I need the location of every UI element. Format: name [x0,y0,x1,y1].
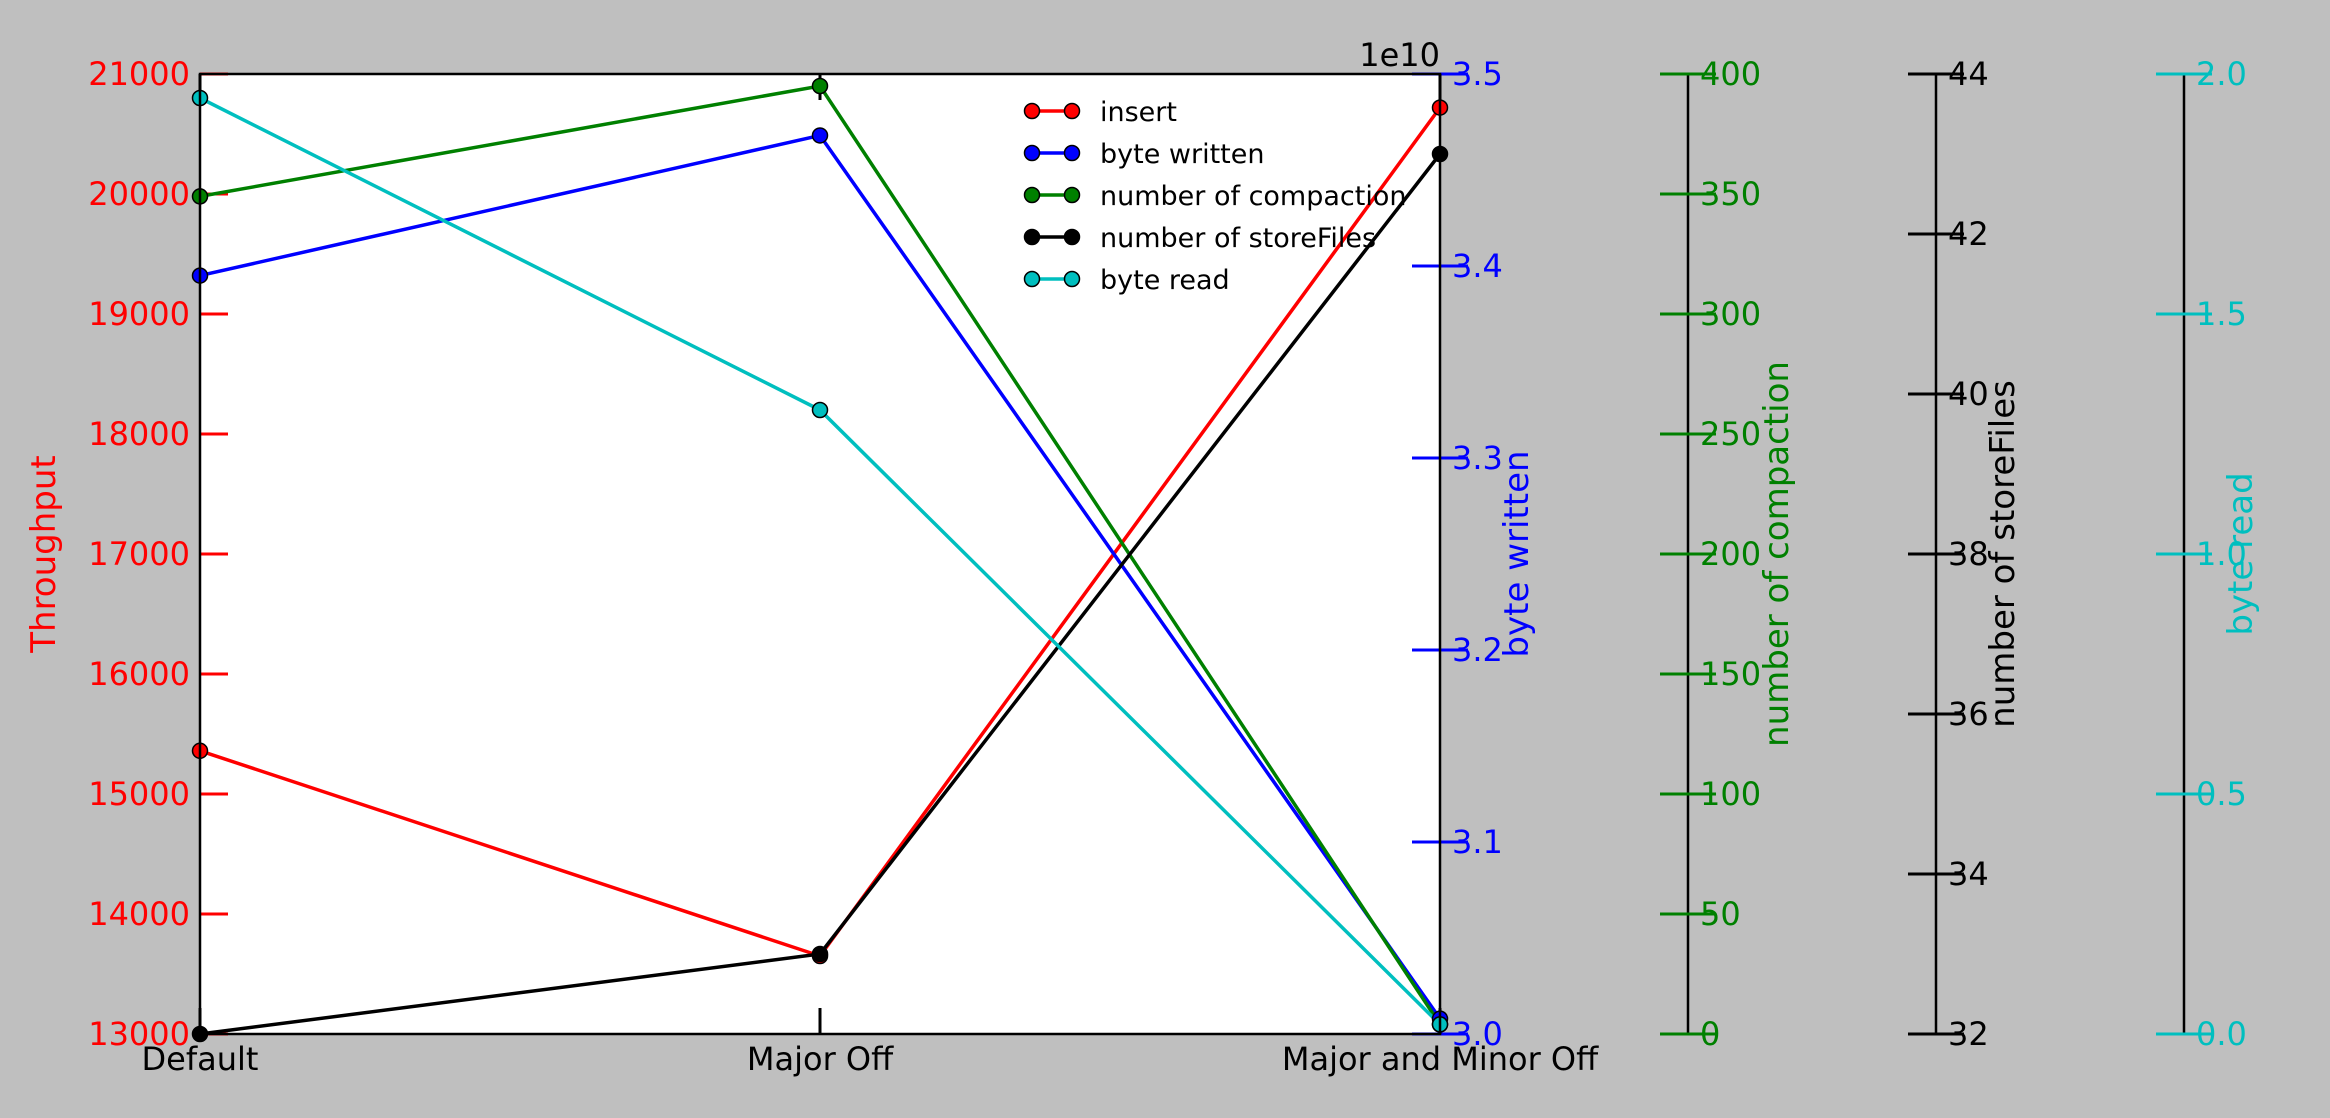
tick-label-compaction: 300 [1700,295,1761,333]
tick-label-throughput: 16000 [88,655,190,693]
tick-label-byte_read: 1.0 [2196,535,2247,573]
legend-label: byte read [1100,265,1230,296]
tick-label-byte_read: 0.5 [2196,775,2247,813]
category-labels: Default Major Off Major and Minor Off [142,1040,1600,1078]
legend-marker [1023,270,1041,288]
tick-label-byte_written: 3.2 [1452,631,1503,669]
legend-marker [1063,228,1081,246]
legend-marker [1023,102,1041,120]
tick-label-byte_written: 3.5 [1452,55,1503,93]
tick-label-compaction: 400 [1700,55,1761,93]
tick-label-compaction: 200 [1700,535,1761,573]
category-label: Major Off [747,1040,894,1078]
tick-label-throughput: 19000 [88,295,190,333]
axis-offset-label: 1e10 [1359,36,1440,74]
tick-label-compaction: 250 [1700,415,1761,453]
axis-title-byte_written: byte written [1497,450,1537,657]
legend-marker [1023,186,1041,204]
tick-label-compaction: 150 [1700,655,1761,693]
legend-label: insert [1100,97,1177,128]
tick-label-throughput: 18000 [88,415,190,453]
legend-marker [1063,144,1081,162]
data-point-byte_written [811,127,829,144]
tick-label-byte_read: 2.0 [2196,55,2247,93]
tick-label-byte_written: 3.1 [1452,823,1503,861]
data-point-storefiles [811,945,829,963]
category-label: Default [142,1040,259,1078]
tick-label-byte_written: 3.4 [1452,247,1503,285]
category-label: Major and Minor Off [1282,1040,1599,1078]
legend-marker [1063,270,1081,288]
axis-title-compaction: number of compaction [1757,361,1797,747]
tick-label-storefiles: 36 [1948,695,1989,733]
tick-label-compaction: 50 [1700,895,1741,933]
data-point-byte_read [811,401,829,419]
legend-marker [1023,228,1041,246]
tick-label-byte_written: 3.0 [1452,1015,1503,1053]
legend-label: number of compaction [1100,181,1406,212]
legend-marker [1063,186,1081,204]
tick-label-throughput: 20000 [88,175,190,213]
tick-label-byte_read: 1.5 [2196,295,2247,333]
axis-title-storefiles: number of storeFiles [1983,380,2023,728]
tick-label-throughput: 21000 [88,55,190,93]
tick-label-throughput: 17000 [88,535,190,573]
axes-group: 1300014000150001600017000180001900020000… [24,55,2261,1053]
tick-label-throughput: 15000 [88,775,190,813]
legend-marker [1023,144,1041,162]
tick-label-storefiles: 38 [1948,535,1989,573]
tick-label-compaction: 0 [1700,1015,1720,1053]
axis-title-byte_read: byte read [2221,472,2261,635]
tick-label-storefiles: 34 [1948,855,1989,893]
tick-label-storefiles: 40 [1948,375,1989,413]
plot-area [200,74,1440,1034]
tick-label-compaction: 350 [1700,175,1761,213]
tick-label-throughput: 14000 [88,895,190,933]
tick-label-throughput: 13000 [88,1015,190,1053]
legend-label: number of storeFiles [1100,223,1376,254]
data-point-compaction [811,77,829,95]
tick-label-storefiles: 44 [1948,55,1989,93]
axis-title-throughput: Throughput [24,455,64,654]
legend: insert byte written number of compaction nu… [1023,97,1406,296]
legend-label: byte written [1100,139,1264,170]
tick-label-byte_read: 0.0 [2196,1015,2247,1053]
tick-label-byte_written: 3.3 [1452,439,1503,477]
plot-frame [198,72,1442,1036]
tick-label-compaction: 100 [1700,775,1761,813]
tick-label-storefiles: 42 [1948,215,1989,253]
legend-marker [1063,102,1081,120]
tick-label-storefiles: 32 [1948,1015,1989,1053]
